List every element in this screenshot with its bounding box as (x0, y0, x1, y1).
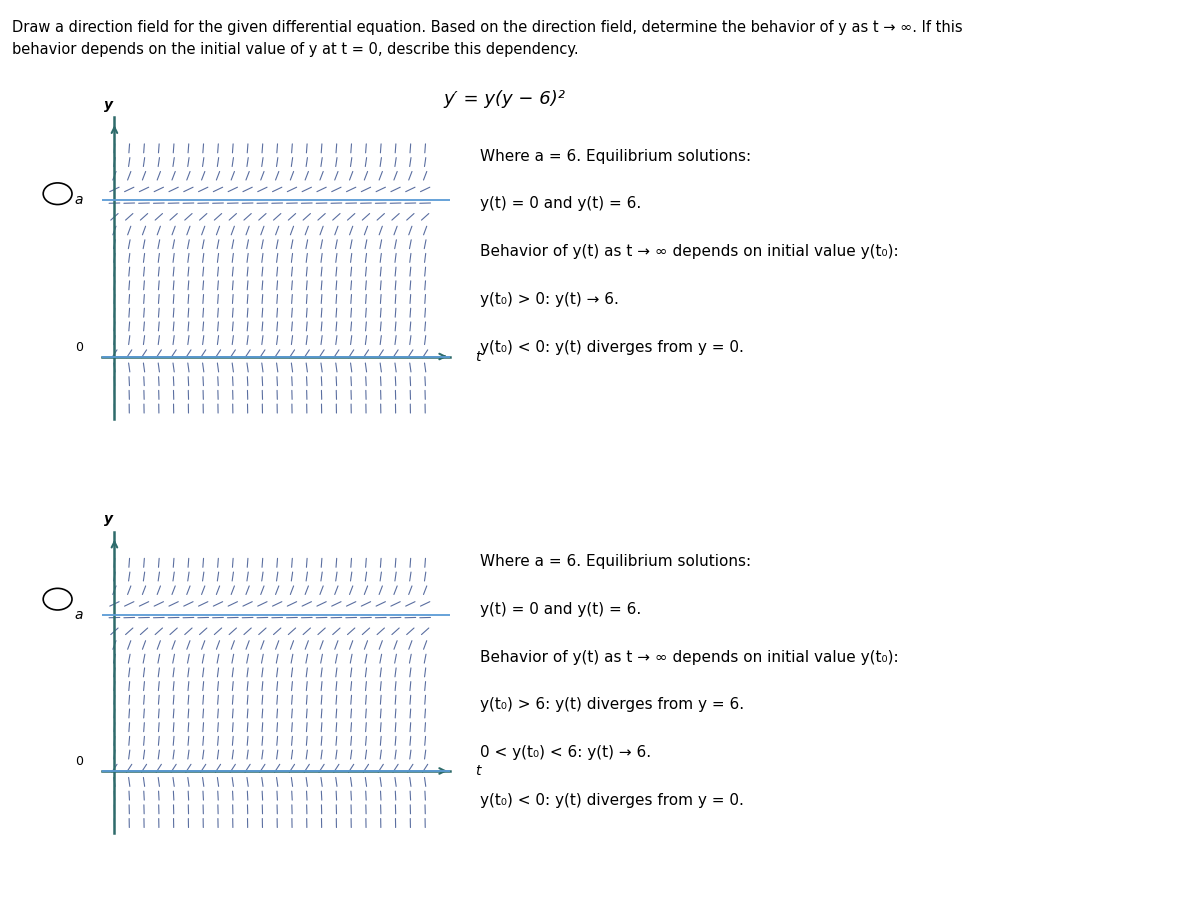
Text: Where a = 6. Equilibrium solutions:: Where a = 6. Equilibrium solutions: (480, 149, 751, 164)
Text: 0: 0 (76, 341, 83, 354)
Text: Behavior of y(t) as t → ∞ depends on initial value y(t₀):: Behavior of y(t) as t → ∞ depends on ini… (480, 650, 899, 665)
Text: Where a = 6. Equilibrium solutions:: Where a = 6. Equilibrium solutions: (480, 554, 751, 569)
Text: y(t) = 0 and y(t) = 6.: y(t) = 0 and y(t) = 6. (480, 196, 641, 212)
Text: y(t₀) > 0: y(t) → 6.: y(t₀) > 0: y(t) → 6. (480, 292, 619, 307)
Text: t: t (475, 764, 480, 778)
Text: 0 < y(t₀) < 6: y(t) → 6.: 0 < y(t₀) < 6: y(t) → 6. (480, 745, 652, 760)
Text: y(t₀) < 0: y(t) diverges from y = 0.: y(t₀) < 0: y(t) diverges from y = 0. (480, 340, 744, 355)
Text: y(t) = 0 and y(t) = 6.: y(t) = 0 and y(t) = 6. (480, 602, 641, 617)
Text: y(t₀) > 6: y(t) diverges from y = 6.: y(t₀) > 6: y(t) diverges from y = 6. (480, 697, 744, 713)
Text: 0: 0 (76, 755, 83, 769)
Text: Behavior of y(t) as t → ∞ depends on initial value y(t₀):: Behavior of y(t) as t → ∞ depends on ini… (480, 244, 899, 259)
Text: a: a (74, 194, 83, 207)
Text: Draw a direction field for the given differential equation. Based on the directi: Draw a direction field for the given dif… (12, 20, 962, 57)
Text: y: y (103, 98, 113, 112)
Text: a: a (74, 608, 83, 622)
Text: y: y (103, 513, 113, 526)
Text: y′ = y(y − 6)²: y′ = y(y − 6)² (443, 90, 565, 108)
Text: t: t (475, 350, 480, 363)
Text: y(t₀) < 0: y(t) diverges from y = 0.: y(t₀) < 0: y(t) diverges from y = 0. (480, 793, 744, 808)
